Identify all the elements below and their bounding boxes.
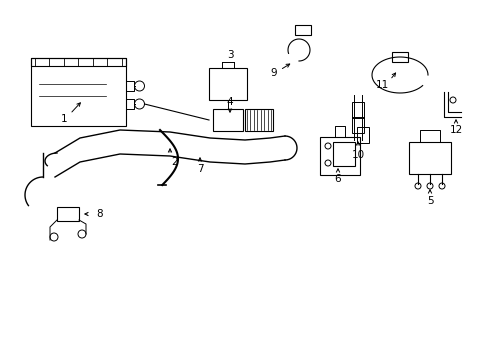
Bar (57, 207, 79, 221)
Bar (319, 137, 359, 175)
Bar (351, 102, 363, 118)
Text: 1: 1 (61, 114, 67, 124)
Text: 4: 4 (226, 97, 233, 107)
Text: 3: 3 (226, 50, 233, 60)
Bar (351, 117, 363, 133)
Bar (208, 68, 246, 100)
Text: 7: 7 (196, 164, 203, 174)
Bar (408, 142, 450, 174)
Text: 12: 12 (448, 125, 462, 135)
Text: 2: 2 (171, 157, 178, 167)
Text: 6: 6 (334, 174, 341, 184)
Text: 11: 11 (375, 80, 388, 90)
Bar (213, 109, 243, 131)
Text: 9: 9 (270, 68, 277, 78)
Bar (244, 109, 272, 131)
Bar (332, 142, 354, 166)
Text: 10: 10 (351, 150, 364, 160)
Bar (391, 52, 407, 62)
Bar (30, 58, 125, 126)
Text: 5: 5 (426, 196, 432, 206)
Bar (356, 127, 368, 143)
Bar (294, 25, 310, 35)
Text: 8: 8 (97, 209, 103, 219)
Bar (30, 58, 125, 66)
